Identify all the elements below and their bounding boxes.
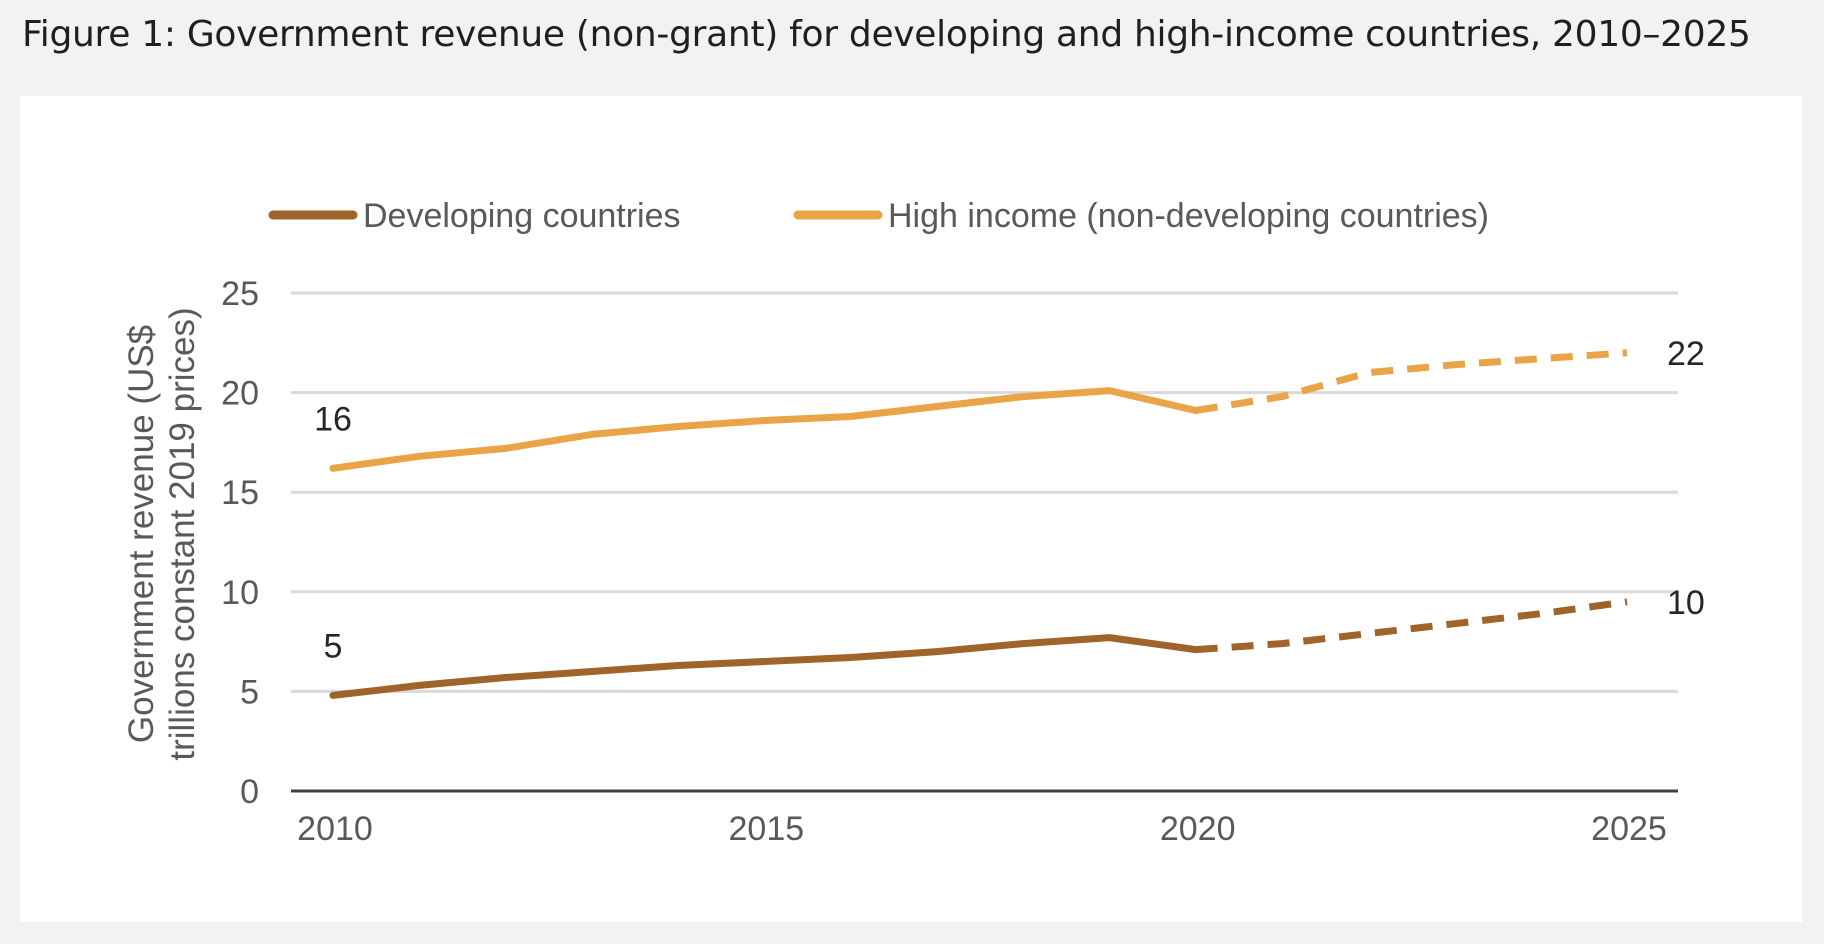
series-line-high-income-actual — [329, 387, 1200, 472]
y-tick-label-25: 25 — [221, 275, 259, 313]
y-tick-label-20: 20 — [221, 375, 259, 413]
data-label-high-income-end: 22 — [1667, 335, 1705, 373]
data-labels: 5 10 16 22 — [314, 335, 1705, 666]
x-tick-label-2025: 2025 — [1591, 810, 1667, 848]
data-label-high-income-start: 16 — [314, 400, 352, 438]
y-axis-title-group: Government revenue (US$ trillions constan… — [122, 307, 202, 760]
data-label-developing-start: 5 — [324, 627, 343, 665]
x-tick-label-2020: 2020 — [1160, 810, 1236, 848]
series-line-high-income-projected — [1195, 349, 1628, 414]
gridlines — [291, 291, 1678, 693]
x-tick-label-2010: 2010 — [297, 810, 373, 848]
series-lines — [329, 349, 1628, 699]
y-tick-label-5: 5 — [240, 673, 259, 711]
y-axis-title: Government revenue (US$ trillions constan… — [122, 307, 202, 760]
series-line-developing-actual — [329, 634, 1200, 699]
data-label-developing-end: 10 — [1667, 584, 1705, 622]
legend-label-developing: Developing countries — [363, 197, 681, 235]
x-axis-ticks: 2010 2015 2020 2025 — [297, 810, 1667, 848]
chart-panel: 0 5 10 15 20 25 2010 2015 2020 2025 Government r… — [20, 96, 1802, 922]
legend: Developing countries High income (non-dev… — [268, 197, 1489, 235]
figure-title: Figure 1: Government revenue (non-grant)… — [22, 14, 1751, 55]
y-tick-label-0: 0 — [240, 773, 259, 811]
legend-label-high-income: High income (non-developing countries) — [888, 197, 1489, 235]
y-axis-title-line-2: trillions constant 2019 prices) — [163, 307, 202, 760]
x-tick-label-2015: 2015 — [729, 810, 805, 848]
series-line-developing-projected — [1195, 598, 1628, 654]
y-axis-title-line-1: Government revenue (US$ — [122, 325, 161, 743]
y-axis-ticks: 0 5 10 15 20 25 — [221, 275, 259, 811]
y-tick-label-10: 10 — [221, 574, 259, 612]
y-tick-label-15: 15 — [221, 474, 259, 512]
